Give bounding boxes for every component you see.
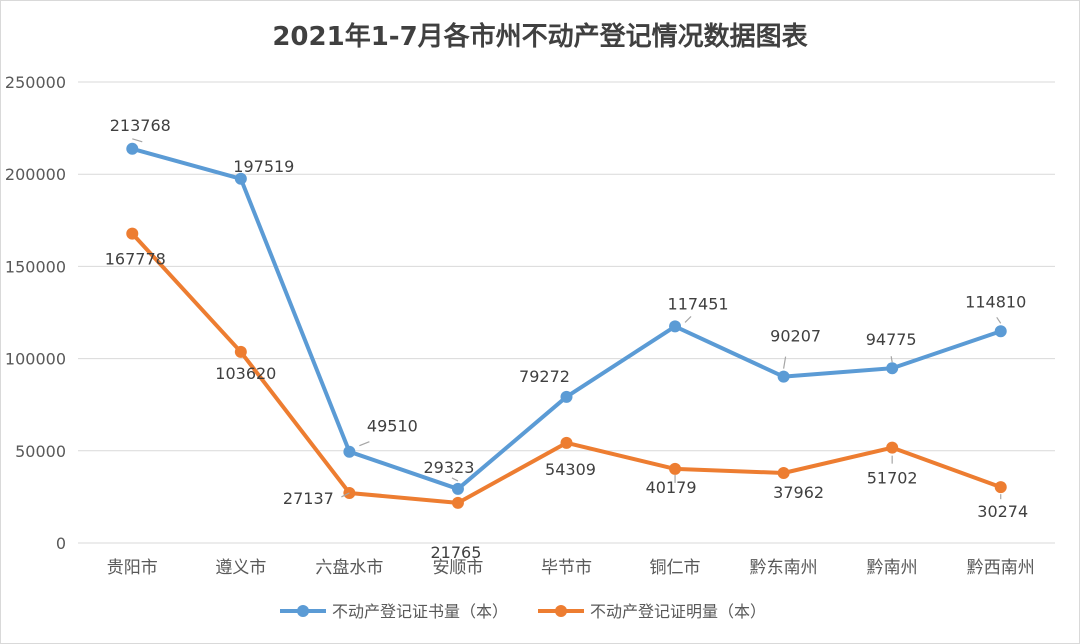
- x-axis-ticks: 贵阳市 遵义市 六盘水市 安顺市 毕节市 铜仁市 黔东南州 黔南州 黔西南州: [107, 558, 1035, 578]
- legend-label: 不动产登记证明量（本）: [590, 602, 766, 621]
- data-point: [669, 462, 682, 475]
- data-label: 103620: [215, 364, 276, 383]
- chart-title: 2021年1-7月各市州不动产登记情况数据图表: [272, 21, 808, 52]
- label-leader-line: [996, 316, 1002, 324]
- label-leader-line: [132, 138, 143, 143]
- x-tick-label: 黔东南州: [750, 558, 818, 578]
- data-label: 30274: [977, 502, 1028, 521]
- data-label: 213768: [110, 116, 171, 135]
- data-point: [669, 320, 682, 333]
- x-tick-label: 黔南州: [867, 558, 918, 578]
- data-label: 114810: [965, 292, 1026, 311]
- y-axis-ticks: 0 50000 100000 150000 200000 250000: [5, 73, 66, 553]
- data-label: 37962: [773, 483, 824, 502]
- legend-marker: [555, 605, 567, 617]
- label-leader-line: [783, 356, 787, 369]
- data-point: [234, 345, 247, 358]
- data-point: [886, 362, 899, 375]
- data-point: [343, 445, 356, 458]
- data-label: 117451: [668, 294, 729, 313]
- y-tick-label: 0: [56, 534, 66, 553]
- label-leader-line: [890, 356, 893, 363]
- data-point: [126, 227, 139, 240]
- data-label: 90207: [770, 327, 821, 346]
- data-label: 79272: [519, 367, 570, 386]
- data-point: [777, 466, 790, 479]
- data-point: [234, 172, 247, 185]
- legend-marker: [297, 605, 309, 617]
- data-point: [994, 325, 1007, 338]
- label-leader-line: [684, 315, 692, 323]
- y-tick-label: 50000: [15, 442, 66, 461]
- x-tick-label: 黔西南州: [967, 558, 1035, 578]
- data-point: [886, 441, 899, 454]
- x-tick-label: 安顺市: [432, 558, 483, 578]
- legend: 不动产登记证书量（本） 不动产登记证明量（本）: [280, 602, 766, 621]
- y-tick-label: 200000: [5, 165, 66, 184]
- x-tick-label: 贵阳市: [107, 558, 158, 578]
- x-tick-label: 毕节市: [541, 558, 592, 578]
- label-leader-line: [359, 441, 370, 447]
- series-lines: [126, 142, 1007, 509]
- data-label: 40179: [646, 478, 697, 497]
- y-tick-label: 150000: [5, 257, 66, 276]
- x-tick-label: 六盘水市: [315, 558, 383, 578]
- data-point: [994, 481, 1007, 494]
- data-label: 21765: [430, 543, 481, 562]
- data-point: [560, 390, 573, 403]
- y-tick-label: 250000: [5, 73, 66, 92]
- data-point: [560, 436, 573, 449]
- x-tick-label: 铜仁市: [650, 558, 701, 578]
- data-point: [451, 496, 464, 509]
- data-point: [451, 482, 464, 495]
- data-label: 197519: [233, 157, 294, 176]
- data-label: 167778: [105, 250, 166, 269]
- label-leader-line: [451, 477, 459, 482]
- data-label: 51702: [867, 469, 918, 488]
- y-tick-label: 100000: [5, 350, 66, 369]
- label-leader-line: [341, 492, 350, 498]
- data-label: 54309: [545, 460, 596, 479]
- legend-label: 不动产登记证书量（本）: [332, 602, 508, 621]
- data-label: 94775: [866, 330, 917, 349]
- data-label: 29323: [423, 458, 474, 477]
- data-point: [777, 370, 790, 383]
- x-tick-label: 遵义市: [215, 558, 266, 578]
- data-label: 27137: [283, 489, 334, 508]
- data-point: [126, 142, 139, 155]
- data-label: 49510: [367, 417, 418, 436]
- data-labels: 213768 197519 49510 29323 79272 117451 90207 94…: [105, 116, 1028, 562]
